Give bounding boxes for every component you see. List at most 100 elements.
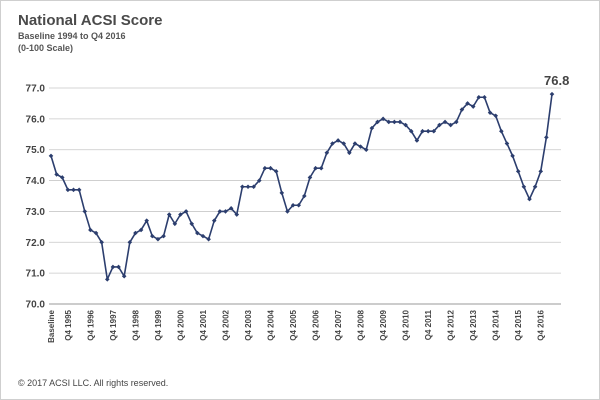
data-point xyxy=(482,94,487,100)
x-tick-label: Q4 2014 xyxy=(492,309,501,340)
data-point xyxy=(200,233,206,239)
data-point xyxy=(48,153,54,159)
data-point xyxy=(251,184,256,190)
data-point xyxy=(470,104,476,109)
data-point xyxy=(431,128,437,134)
data-point xyxy=(88,227,93,233)
data-point xyxy=(256,178,262,183)
data-point xyxy=(375,119,380,125)
data-point xyxy=(358,144,363,149)
data-point xyxy=(538,169,544,174)
data-point xyxy=(127,239,133,245)
x-tick-label: Q4 2003 xyxy=(244,309,253,340)
data-point xyxy=(515,169,521,174)
x-tick-label: Q4 1995 xyxy=(64,309,73,340)
x-tick-label: Q4 2015 xyxy=(514,309,523,340)
data-point xyxy=(499,128,504,134)
y-tick-label: 72.0 xyxy=(26,238,46,249)
data-point xyxy=(268,165,273,171)
data-point xyxy=(521,184,527,190)
data-point xyxy=(82,209,88,214)
data-point xyxy=(403,122,408,128)
data-point xyxy=(408,128,414,134)
x-tick-label: Q4 2010 xyxy=(402,309,411,340)
x-tick-label: Q4 2001 xyxy=(199,309,208,340)
series-polyline xyxy=(50,94,553,281)
data-point xyxy=(166,212,172,217)
y-tick-label: 76.0 xyxy=(26,114,46,125)
end-value-label: 76.8 xyxy=(544,73,569,88)
series-line xyxy=(50,94,553,281)
data-point xyxy=(161,233,166,239)
data-point xyxy=(116,264,121,270)
data-point xyxy=(217,209,223,214)
data-point xyxy=(262,165,268,171)
data-point xyxy=(133,230,138,236)
data-point xyxy=(347,150,352,156)
copyright-footer: © 2017 ACSI LLC. All rights reserved. xyxy=(18,378,169,388)
data-point xyxy=(352,141,358,146)
data-point xyxy=(527,196,532,202)
data-point xyxy=(532,184,538,190)
x-tick-label: Q4 2004 xyxy=(267,309,276,340)
chart-title: National ACSI Score xyxy=(18,12,163,29)
data-point xyxy=(285,209,290,214)
data-point xyxy=(459,107,465,112)
data-point xyxy=(442,119,448,125)
data-point xyxy=(93,230,99,236)
chart-subtitle-line1: Baseline 1994 to Q4 2016 xyxy=(18,31,126,41)
data-point xyxy=(425,128,431,134)
data-point xyxy=(448,122,453,128)
data-point xyxy=(549,91,555,97)
data-point xyxy=(54,172,59,177)
data-point xyxy=(369,125,375,131)
x-tick-label: Q4 1997 xyxy=(109,309,118,340)
y-tick-label: 74.0 xyxy=(26,176,46,187)
data-point xyxy=(341,141,347,146)
data-point xyxy=(234,212,240,217)
data-point xyxy=(71,187,76,193)
data-point xyxy=(273,169,279,174)
data-point xyxy=(240,184,245,190)
x-tick-label: Q4 2007 xyxy=(334,309,343,340)
labels: 70.0 71.0 72.0 73.0 74.0 75.0 76.0 77.0 Baseline… xyxy=(26,73,570,343)
data-point xyxy=(189,221,195,227)
y-tick-label: 73.0 xyxy=(26,207,46,218)
x-tick-label: Baseline xyxy=(47,309,56,342)
data-point xyxy=(296,202,301,208)
y-tick-label: 75.0 xyxy=(26,145,46,156)
y-tick-label: 77.0 xyxy=(26,84,46,95)
data-point xyxy=(454,119,459,125)
data-point xyxy=(465,101,470,106)
data-point xyxy=(335,138,341,143)
data-point xyxy=(59,175,65,180)
data-point xyxy=(183,209,189,214)
data-point xyxy=(414,138,420,143)
data-point xyxy=(420,128,425,134)
data-point xyxy=(437,122,442,128)
data-point xyxy=(65,187,71,193)
data-point xyxy=(476,94,482,100)
data-points xyxy=(48,91,555,282)
data-point xyxy=(313,165,318,171)
data-point xyxy=(121,273,127,279)
data-point xyxy=(544,135,549,140)
data-point xyxy=(195,230,200,236)
data-point xyxy=(144,218,149,223)
data-point xyxy=(104,277,110,282)
data-point xyxy=(397,119,403,125)
data-point xyxy=(99,239,104,245)
data-point xyxy=(228,206,234,211)
data-point xyxy=(76,187,82,193)
x-tick-label: Q4 2016 xyxy=(537,309,546,340)
data-point xyxy=(290,202,296,208)
data-point xyxy=(206,236,211,242)
x-tick-label: Q4 2013 xyxy=(469,309,478,340)
data-point xyxy=(392,119,397,125)
data-point xyxy=(307,175,313,180)
y-tick-label: 71.0 xyxy=(26,269,46,280)
x-tick-label: Q4 2005 xyxy=(289,309,298,340)
data-point xyxy=(302,193,307,199)
x-tick-label: Q4 2012 xyxy=(447,309,456,340)
